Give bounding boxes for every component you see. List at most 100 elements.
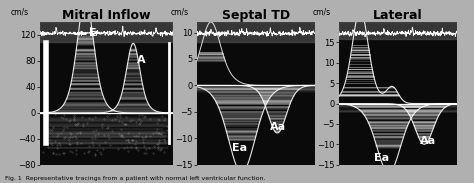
- Point: [103, 127, 111, 130]
- Point: [155, 147, 162, 150]
- Point: [142, 152, 150, 154]
- Point: [100, 147, 107, 150]
- Point: [124, 139, 131, 141]
- Point: [55, 132, 62, 135]
- Point: [66, 143, 74, 146]
- Point: [51, 113, 58, 116]
- Point: [154, 118, 162, 121]
- Point: [100, 117, 108, 120]
- Point: [91, 153, 99, 156]
- Point: [88, 141, 96, 144]
- Point: [104, 126, 112, 128]
- Point: [91, 133, 99, 136]
- Point: [114, 148, 121, 151]
- Point: [44, 130, 51, 132]
- Point: [76, 130, 83, 133]
- Point: [57, 115, 65, 118]
- Title: Septal TD: Septal TD: [222, 9, 290, 22]
- Point: [140, 141, 147, 144]
- Point: [111, 117, 118, 120]
- Point: [155, 118, 163, 121]
- Point: [49, 151, 57, 154]
- Point: [65, 119, 73, 122]
- Point: [163, 128, 171, 131]
- Point: [71, 115, 78, 118]
- Point: [163, 125, 171, 128]
- Point: [99, 126, 106, 128]
- Point: [160, 118, 168, 121]
- Point: [72, 137, 80, 139]
- Point: [43, 133, 50, 136]
- Point: [161, 117, 169, 120]
- Text: cm/s: cm/s: [313, 7, 331, 16]
- Point: [85, 144, 93, 147]
- Point: [88, 137, 95, 140]
- Point: [53, 153, 60, 156]
- Point: [48, 144, 55, 147]
- Point: [139, 137, 146, 140]
- Point: [108, 130, 116, 132]
- Point: [96, 150, 104, 153]
- Point: [53, 135, 60, 137]
- Point: [49, 125, 56, 128]
- Point: [57, 132, 64, 135]
- Point: [59, 129, 66, 132]
- Point: [66, 149, 74, 152]
- Text: Ea: Ea: [232, 143, 247, 154]
- Point: [41, 124, 49, 127]
- Point: [68, 136, 76, 139]
- Point: [137, 119, 145, 122]
- Point: [53, 143, 61, 146]
- Point: [40, 122, 48, 125]
- Point: [117, 127, 125, 130]
- Point: [125, 140, 132, 143]
- Point: [104, 134, 112, 137]
- Point: [85, 117, 93, 120]
- Point: [135, 114, 143, 117]
- Point: [157, 133, 164, 136]
- Point: [84, 151, 92, 154]
- Point: [154, 128, 161, 130]
- Point: [155, 143, 162, 146]
- Point: [117, 133, 125, 136]
- Point: [146, 135, 154, 137]
- Point: [117, 135, 125, 138]
- Point: [73, 124, 80, 126]
- Point: [120, 147, 128, 150]
- Point: [49, 151, 57, 154]
- Point: [142, 136, 149, 139]
- Point: [55, 141, 63, 144]
- Point: [133, 145, 140, 148]
- Point: [66, 119, 73, 122]
- Point: [141, 151, 148, 154]
- Point: [134, 149, 142, 152]
- Point: [118, 120, 125, 123]
- Point: [70, 114, 78, 117]
- Point: [164, 138, 171, 141]
- Point: [65, 143, 73, 146]
- Point: [156, 148, 164, 151]
- Point: [155, 132, 163, 135]
- Point: [94, 132, 101, 135]
- Point: [129, 118, 137, 121]
- Point: [121, 122, 128, 125]
- Point: [42, 124, 50, 127]
- Point: [46, 129, 54, 132]
- Point: [89, 144, 96, 147]
- Point: [59, 116, 66, 119]
- Point: [145, 146, 153, 149]
- Point: [116, 120, 123, 123]
- Point: [40, 117, 48, 120]
- Point: [128, 138, 136, 141]
- Point: [60, 152, 68, 154]
- Point: [93, 148, 101, 151]
- Point: [154, 143, 161, 146]
- Point: [141, 115, 149, 117]
- Point: [158, 114, 166, 117]
- Point: [124, 131, 131, 134]
- Point: [117, 115, 124, 118]
- Point: [61, 136, 68, 139]
- Point: [106, 143, 114, 146]
- Point: [64, 136, 72, 139]
- Point: [39, 151, 47, 154]
